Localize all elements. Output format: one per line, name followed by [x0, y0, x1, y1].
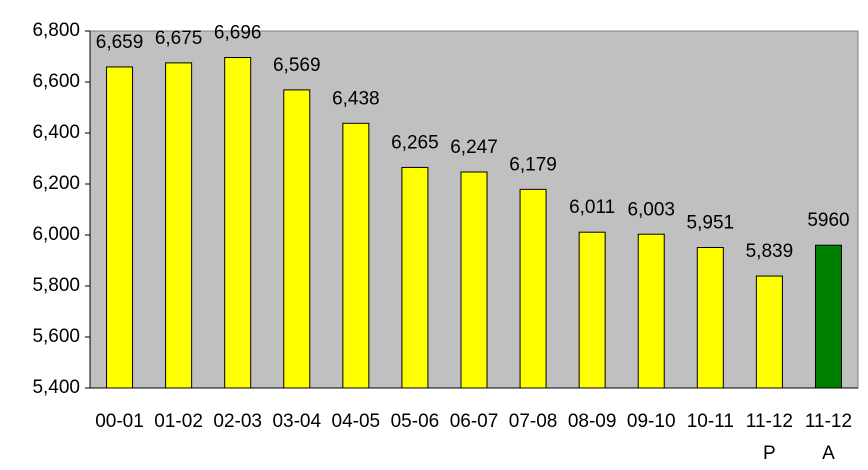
value-label: 6,696	[214, 23, 262, 44]
x-tick-label: 10-11	[687, 411, 734, 432]
bar	[755, 275, 783, 389]
y-tick-label: 5,800	[32, 275, 80, 296]
bar	[224, 57, 252, 389]
value-label: 6,265	[391, 132, 439, 153]
y-tick-label: 6,200	[32, 173, 80, 194]
x-tick-label: 06-07	[450, 411, 499, 432]
bar	[401, 166, 429, 389]
bar	[578, 231, 606, 389]
y-tick-label: 6,600	[32, 71, 80, 92]
x-tick-label: 04-05	[332, 411, 381, 432]
y-tick-label: 5,600	[32, 326, 80, 347]
bar	[165, 62, 193, 389]
x-tick-label: 01-02	[154, 411, 203, 432]
value-label: 6,659	[96, 32, 144, 53]
x-tick-label: 11-12 A	[805, 411, 852, 464]
value-label: 6,179	[509, 154, 557, 175]
value-label: 6,003	[627, 199, 675, 220]
x-tick-label: 11-12 P	[746, 411, 793, 464]
bar	[342, 122, 370, 389]
value-label: 5960	[807, 210, 849, 231]
bar	[106, 66, 134, 389]
y-tick-label: 6,000	[32, 224, 80, 245]
x-tick-label: 00-01	[95, 411, 144, 432]
bar	[814, 244, 842, 389]
value-label: 6,247	[450, 137, 498, 158]
y-tick-label: 5,400	[32, 377, 80, 398]
value-label: 6,011	[569, 197, 615, 218]
bar	[696, 246, 724, 389]
bar	[460, 171, 488, 389]
x-tick-label: 09-10	[627, 411, 676, 432]
y-tick-label: 6,800	[32, 20, 80, 41]
x-tick-label: 03-04	[272, 411, 321, 432]
value-label: 6,675	[155, 28, 203, 49]
bar	[519, 188, 547, 389]
bar	[637, 233, 665, 389]
value-label: 5,951	[687, 213, 735, 234]
value-label: 6,569	[273, 55, 321, 76]
value-label: 6,438	[332, 88, 380, 109]
value-label: 5,839	[746, 241, 794, 262]
x-tick-label: 07-08	[509, 411, 558, 432]
x-tick-label: 08-09	[568, 411, 617, 432]
x-tick-label: 05-06	[391, 411, 440, 432]
bar	[283, 89, 311, 389]
y-tick-label: 6,400	[32, 122, 80, 143]
x-tick-label: 02-03	[213, 411, 262, 432]
